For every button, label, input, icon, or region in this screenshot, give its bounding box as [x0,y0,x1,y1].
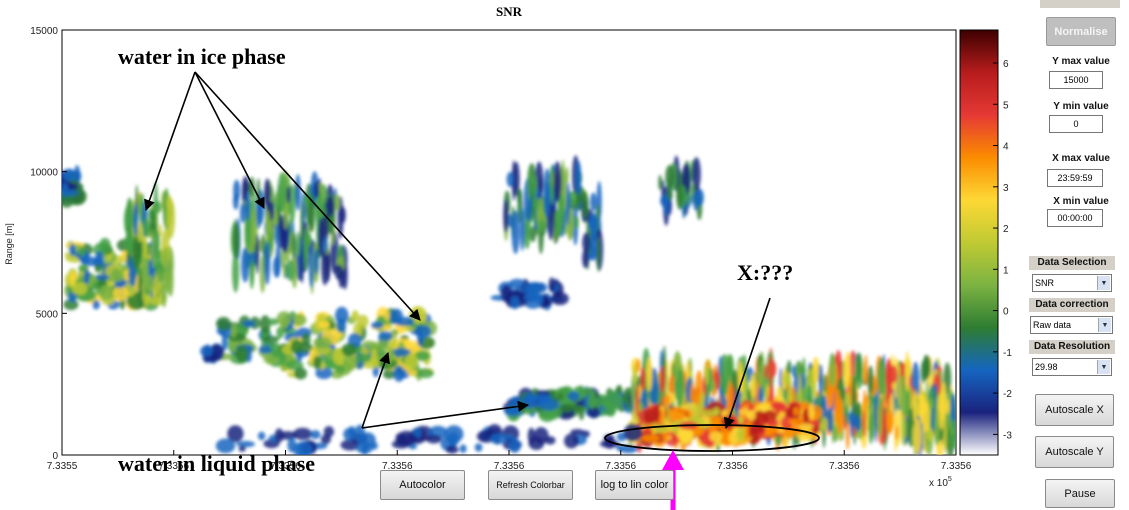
chevron-down-icon[interactable]: ▼ [1097,276,1110,290]
colorbar-tick-label: 4 [1003,142,1009,153]
arrow-ice-2 [194,71,265,209]
data-correction-select[interactable]: Raw data ▼ [1030,316,1113,334]
chevron-down-icon[interactable]: ▼ [1098,318,1111,332]
chevron-down-icon[interactable]: ▼ [1097,360,1110,374]
colorbar-tick-label: 1 [1003,265,1009,276]
x-max-label: X max value [1052,153,1110,164]
arrow-liquid-2 [361,400,530,429]
panel-top-band [1040,0,1120,8]
annotation-ice: water in ice phase [118,44,286,69]
y-min-label: Y min value [1053,101,1109,112]
arrow-ice-1 [144,71,196,212]
x-tick-label: 7.3356 [494,461,525,472]
x-axis: 7.3355 7.3356 7.3356 7.3356 7.3356 7.3356 7.33… [47,450,972,472]
data-resolution-label: Data Resolution [1033,341,1111,352]
plot-title: SNR [496,4,523,19]
x-min-input[interactable]: 00:00:00 [1047,209,1103,227]
x-tick-label: 7.3356 [158,461,189,472]
colorbar-tick-label: 3 [1003,183,1009,194]
x-tick-label: 7.3356 [382,461,413,472]
data-resolution-select[interactable]: 29.98 ▼ [1032,358,1112,376]
colorbar-tick-label: 6 [1003,59,1009,70]
annotation-unknown: X:??? [737,260,793,285]
annotation-arrows [144,71,820,452]
data-correction-band [1029,298,1115,312]
y-tick-label: 0 [52,451,58,462]
x-tick-label: 7.3356 [717,461,748,472]
snr-heatmap [62,155,956,455]
x-tick-label: 7.3356 [829,461,860,472]
y-tick-label: 5000 [36,309,59,320]
data-resolution-band [1029,340,1115,354]
y-axis: 0 5000 10000 15000 [30,26,67,462]
x-tick-label: 7.3355 [47,461,78,472]
data-selection-value: SNR [1035,278,1055,288]
colorbar-tick-label: 5 [1003,100,1009,111]
data-resolution-value: 29.98 [1035,362,1058,372]
colorbar-tick-label: 0 [1003,307,1009,318]
data-correction-label: Data correction [1035,299,1109,310]
colorbar-tick-label: 2 [1003,224,1009,235]
y-axis-label: Range [m] [4,223,14,265]
log-to-lin-button[interactable]: log to lin color [595,470,674,500]
data-selection-label: Data Selection [1037,257,1107,268]
colorbar-tick-label: -1 [1003,348,1012,359]
x-exponent-label: x 105 [929,476,952,489]
y-min-input[interactable]: 0 [1049,115,1103,133]
data-selection-select[interactable]: SNR ▼ [1032,274,1112,292]
colorbar-gradient [959,29,999,456]
arrow-liquid-1 [361,351,390,429]
x-min-label: X min value [1053,196,1109,207]
normalise-button[interactable]: Normalise [1046,17,1116,46]
autocolor-button[interactable]: Autocolor [380,470,465,500]
colorbar: -3 -2 -1 0 1 2 3 4 5 6 [959,29,1012,456]
autoscale-x-button[interactable]: Autoscale X [1035,394,1114,426]
arrow-ice-3 [194,71,421,321]
annotation-liquid: water in liquid phase [118,451,315,476]
x-tick-label: 7.3356 [941,461,972,472]
arrow-unknown [723,297,771,430]
y-tick-label: 10000 [30,168,58,179]
highlight-ellipse [604,424,820,452]
x-tick-label: 7.3356 [605,461,636,472]
refresh-colorbar-button[interactable]: Refresh Colorbar [488,470,573,500]
y-tick-label: 15000 [30,26,58,37]
colorbar-tick-label: -2 [1003,389,1012,400]
pause-button[interactable]: Pause [1045,479,1115,508]
y-max-label: Y max value [1052,56,1110,67]
data-correction-value: Raw data [1033,320,1072,330]
y-max-input[interactable]: 15000 [1049,71,1103,89]
data-selection-band [1029,256,1115,270]
colorbar-tick-label: -3 [1003,430,1012,441]
x-tick-label: 7.3356 [270,461,301,472]
x-max-input[interactable]: 23:59:59 [1047,169,1103,187]
autoscale-y-button[interactable]: Autoscale Y [1035,436,1114,468]
